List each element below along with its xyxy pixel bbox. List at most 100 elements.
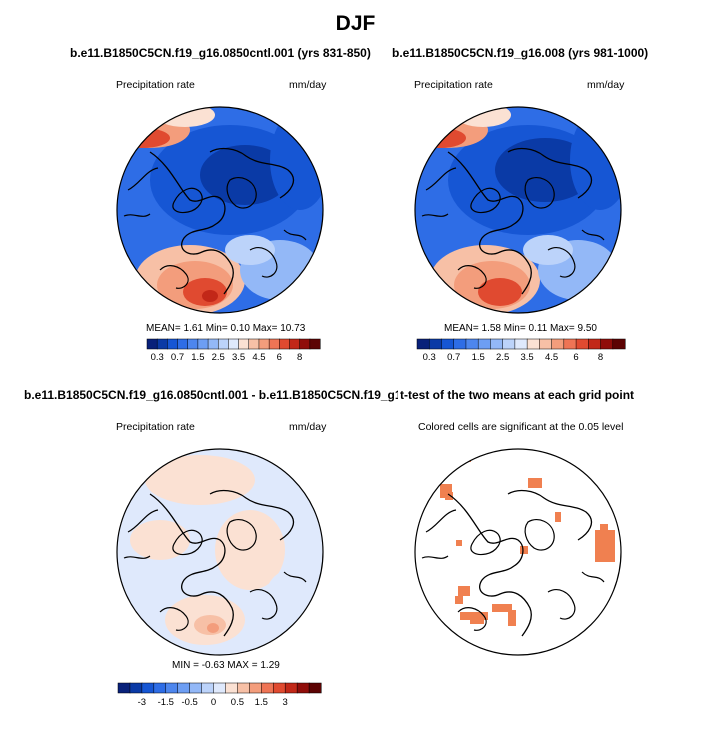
colorbar-swatch [177,682,191,694]
units-label-top-right: mm/day [587,79,625,91]
colorbar-tick-label: 6 [573,352,578,363]
colorbar-swatch [416,338,430,350]
colorbar-tick-label: -1.5 [158,697,174,708]
panel-title-top-right: b.e11.B1850C5CN.f19_g16.008 (yrs 981-100… [392,46,649,60]
colorbar-tick-label: 4.5 [545,352,558,363]
colorbar-swatch [526,338,540,350]
colorbar-tick-label: 1.5 [472,352,485,363]
colorbar-top-right: 0.3 0.7 1.5 2.5 3.5 4.5 6 8 [416,338,626,363]
colorbar-swatch [309,338,321,350]
colorbar-swatch [539,338,553,350]
colorbar-swatch [261,682,274,694]
colorbar-tick-label: 2.5 [496,352,509,363]
colorbar-tick-label: 2.5 [212,352,225,363]
stats-top-left: MEAN= 1.61 Min= 0.10 Max= 10.73 [146,323,306,334]
colorbar-tick-label: 6 [277,352,282,363]
colorbar-tick-label: 0.5 [231,697,244,708]
map-top-left [117,107,323,313]
colorbar-tick-label: 1.5 [191,352,204,363]
colorbar-swatch [279,338,291,350]
colorbar-tick-label: 3.5 [232,352,245,363]
colorbar-swatch [238,338,250,350]
significance-note: Colored cells are significant at the 0.0… [418,421,624,433]
colorbar-swatch [167,338,179,350]
significant-cells [440,456,615,626]
colorbar-swatch [248,338,260,350]
colorbar-tick-label: 8 [297,352,302,363]
colorbar-swatch [299,338,311,350]
colorbar-swatch [563,338,577,350]
colorbar-tick-label: 0 [211,697,216,708]
colorbar-swatch [490,338,504,350]
colorbar-swatch [514,338,528,350]
colorbar-swatch [258,338,270,350]
colorbar-swatch [441,338,455,350]
stats-top-right: MEAN= 1.58 Min= 0.11 Max= 9.50 [444,323,597,334]
map-bottom-left [117,449,323,655]
colorbar-tick-label: 3.5 [521,352,534,363]
units-label-top-left: mm/day [289,79,327,91]
panel-title-bottom-right: t-test of the two means at each grid poi… [398,388,635,402]
colorbar-swatch [284,682,298,694]
colorbar-swatch [502,338,516,350]
colorbar-swatch [228,338,240,350]
colorbar-tick-label: -0.5 [181,697,197,708]
colorbar-tick-label: 4.5 [252,352,265,363]
colorbar-swatch [477,338,491,350]
units-label-bottom-left: mm/day [289,421,327,433]
panel-title-top-left: b.e11.B1850C5CN.f19_g16.0850cntl.001 (yr… [70,46,371,60]
variable-label-top-right: Precipitation rate [414,79,493,91]
colorbar-bottom-left: -3 -1.5 -0.5 0 0.5 1.5 3 [117,682,322,708]
colorbar-tick-label: 0.3 [151,352,164,363]
colorbar-swatch [249,682,262,694]
colorbar-swatch [237,682,250,694]
colorbar-swatch [453,338,467,350]
colorbar-tick-label: 0.7 [171,352,184,363]
stats-bottom-left: MIN = -0.63 MAX = 1.29 [172,660,280,671]
variable-label-bottom-left: Precipitation rate [116,421,195,433]
colorbar-swatch [575,338,589,350]
colorbar-swatch [551,338,565,350]
colorbar-tick-label: -3 [138,697,146,708]
colorbar-swatch [296,682,310,694]
variable-label-top-left: Precipitation rate [116,79,195,91]
colorbar-swatch [197,338,209,350]
colorbar-swatch [289,338,301,350]
colorbar-swatch [268,338,280,350]
colorbar-swatch [201,682,215,694]
map-boundary-top-right [414,106,622,314]
colorbar-swatch [225,682,238,694]
colorbar-swatch [207,338,219,350]
colorbar-swatch [187,338,199,350]
map-boundary-bottom-left [116,448,324,656]
panel-title-bottom-left: b.e11.B1850C5CN.f19_g16.0850cntl.001 - b… [24,388,432,402]
colorbar-swatch [165,682,179,694]
colorbar-swatch [146,338,158,350]
colorbar-swatch [129,682,143,694]
colorbar-tick-label: 0.7 [447,352,460,363]
colorbar-swatch [588,338,602,350]
colorbar-swatch [217,338,229,350]
colorbar-swatch [272,682,286,694]
colorbar-top-left: 0.3 0.7 1.5 2.5 3.5 4.5 6 8 [146,338,321,363]
colorbar-swatch [156,338,168,350]
colorbar-swatch [153,682,167,694]
map-top-right [415,107,621,313]
colorbar-swatch [189,682,203,694]
figure-title: DJF [335,12,376,35]
colorbar-tick-label: 1.5 [255,697,268,708]
colorbar-tick-label: 3 [283,697,288,708]
colorbar-tick-label: 0.3 [423,352,436,363]
colorbar-swatch [308,682,322,694]
map-boundary-bottom-right [414,448,622,656]
colorbar-swatch [600,338,614,350]
colorbar-swatch [428,338,443,350]
colorbar-swatch [117,682,131,694]
colorbar-swatch [465,338,479,350]
colorbar-swatch [177,338,189,350]
colorbar-swatch [141,682,155,694]
map-boundary-top-left [116,106,324,314]
colorbar-swatch [213,682,227,694]
colorbar-tick-label: 8 [598,352,603,363]
